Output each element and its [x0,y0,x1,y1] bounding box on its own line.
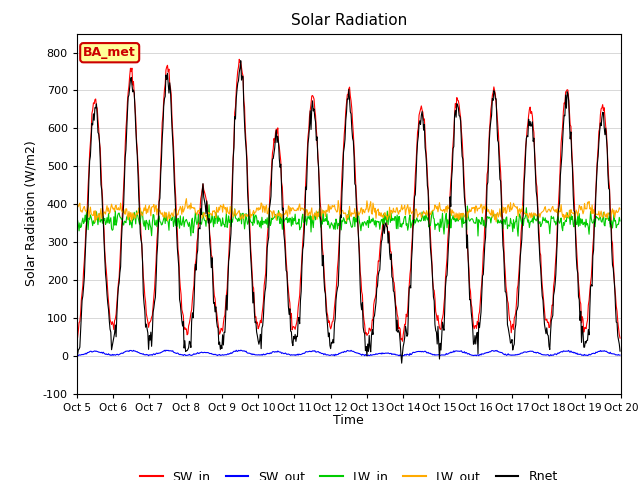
SW_in [432,309,440,314]
Line: LW_out: LW_out [77,199,620,222]
SW_in [416,109,424,115]
LW_out [432,204,440,209]
LW_out [73,209,81,215]
LW_out [83,207,90,213]
SW_in [83,218,90,224]
SW_in [399,338,406,344]
Rnet [432,327,440,333]
Title: Solar Radiation: Solar Radiation [291,13,407,28]
Rnet [194,248,202,253]
SW_out [74,353,81,359]
SW_out [73,352,81,358]
Rnet [237,58,244,63]
SW_in [223,292,230,298]
LW_out [616,206,624,212]
Rnet [616,348,624,354]
SW_out [616,352,624,358]
X-axis label: Time: Time [333,414,364,427]
SW_in [236,57,243,62]
SW_in [73,337,81,343]
LW_in [431,227,439,232]
SW_out [223,351,231,357]
Line: Rnet: Rnet [77,60,620,363]
Y-axis label: Solar Radiation (W/m2): Solar Radiation (W/m2) [24,141,37,287]
Line: SW_out: SW_out [77,350,620,356]
LW_in [83,207,90,213]
LW_out [224,209,232,215]
LW_in [223,225,231,230]
Rnet [398,360,406,366]
Rnet [223,292,230,298]
LW_in [194,219,202,225]
Rnet [416,118,424,124]
LW_out [182,196,190,202]
LW_in [139,211,147,216]
LW_out [195,209,203,215]
SW_in [616,335,624,341]
LW_in [205,202,213,208]
LW_out [416,210,424,216]
SW_in [139,258,147,264]
SW_out [140,351,147,357]
LW_in [415,217,423,223]
Legend: SW_in, SW_out, LW_in, LW_out, Rnet: SW_in, SW_out, LW_in, LW_out, Rnet [135,465,563,480]
Text: BA_met: BA_met [83,46,136,59]
SW_out [195,350,202,356]
SW_out [237,347,244,353]
LW_out [140,209,147,215]
SW_in [194,235,202,240]
SW_out [84,350,92,356]
LW_out [91,219,99,225]
LW_in [616,218,624,224]
Rnet [73,352,81,358]
Line: SW_in: SW_in [77,60,620,341]
SW_out [416,349,424,355]
SW_out [432,352,440,358]
LW_in [514,233,522,239]
Rnet [83,219,90,225]
Rnet [139,259,147,264]
Line: LW_in: LW_in [77,205,620,236]
LW_in [73,220,81,226]
